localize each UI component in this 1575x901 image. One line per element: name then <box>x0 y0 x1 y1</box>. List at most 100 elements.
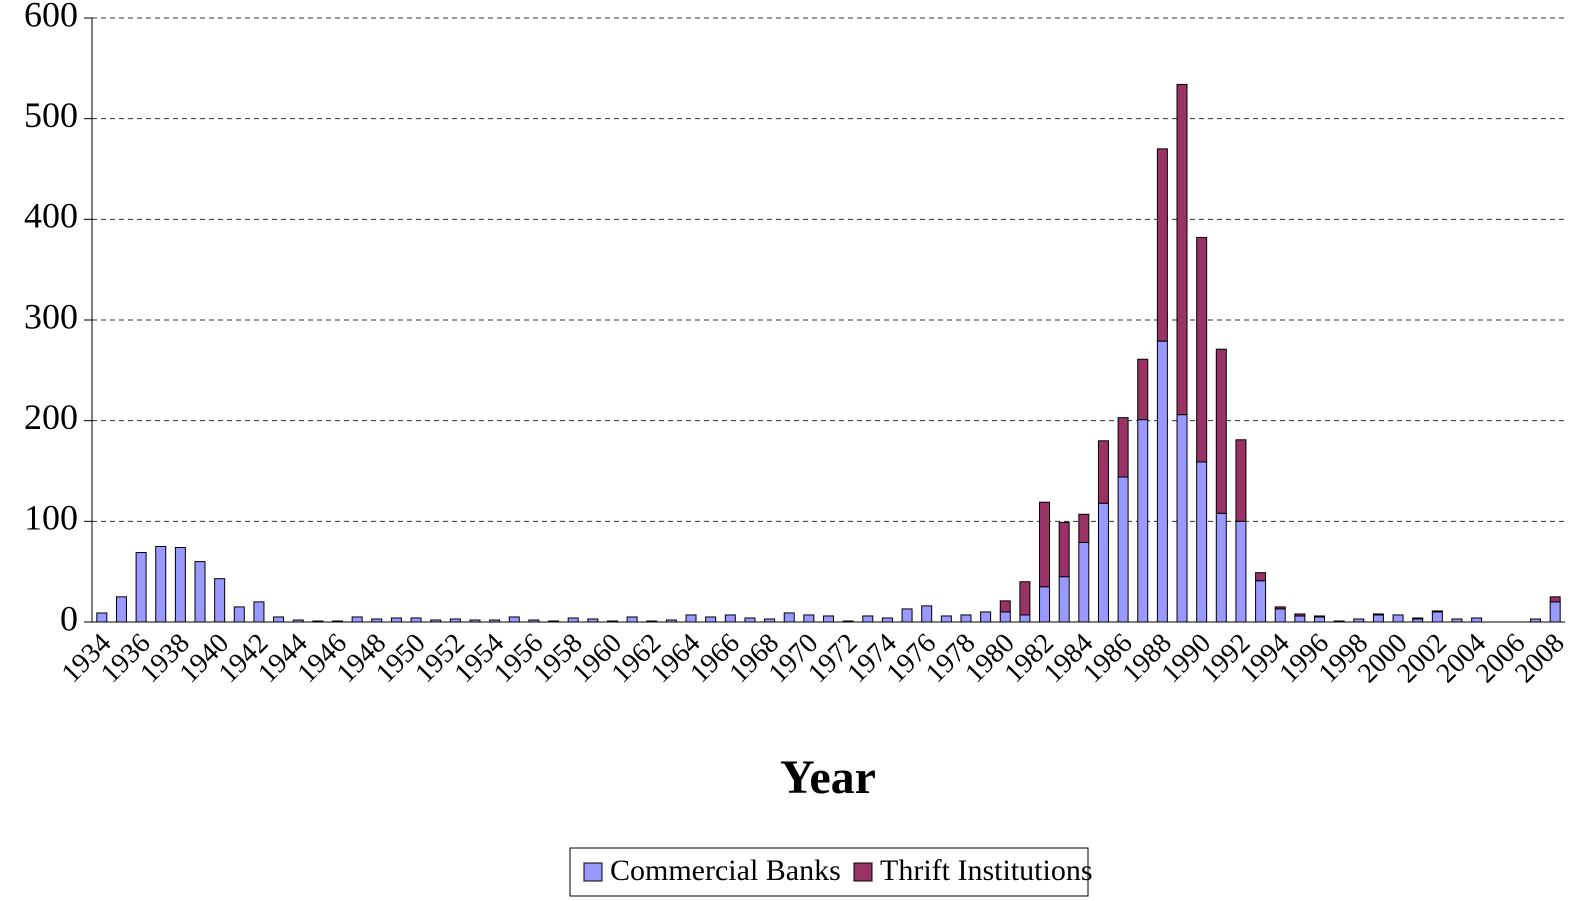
bar-segment <box>371 618 383 623</box>
bar-segment <box>332 620 343 623</box>
bar-segment <box>1176 414 1188 623</box>
bar-segment <box>1196 236 1208 463</box>
bar-segment <box>1039 586 1051 623</box>
bar-segment <box>1019 581 1031 616</box>
bar-segment <box>1137 358 1149 421</box>
bar-segment <box>233 606 245 623</box>
bar-segment <box>1471 617 1483 623</box>
legend-box <box>569 847 1089 897</box>
bar-segment <box>1039 501 1051 588</box>
bar-segment <box>194 561 206 623</box>
bar-segment <box>469 619 481 623</box>
bar-segment <box>1314 616 1325 623</box>
bar-segment <box>1156 340 1168 623</box>
bar-segment <box>1058 521 1070 578</box>
bar-segment <box>1078 541 1090 623</box>
bar-segment <box>803 614 815 623</box>
bar-segment <box>1372 613 1384 616</box>
bar-segment <box>96 612 108 623</box>
bar-segment <box>567 617 579 623</box>
bar-segment <box>999 600 1011 613</box>
y-tick-label: 600 <box>24 0 78 34</box>
y-tick-label: 0 <box>60 598 78 638</box>
bar-segment <box>587 618 599 623</box>
bar-segment <box>1019 614 1031 623</box>
bar-segment <box>1372 614 1384 623</box>
bar-segment <box>626 616 638 623</box>
y-tick-label: 200 <box>24 397 78 437</box>
bar-segment <box>685 614 697 623</box>
bar-segment <box>783 612 795 623</box>
bar-segment <box>390 617 402 623</box>
bar-segment <box>1156 148 1168 342</box>
bar-segment <box>155 546 167 623</box>
bar-segment <box>1549 596 1561 603</box>
bar-segment <box>489 619 501 623</box>
bar-segment <box>351 616 363 623</box>
bar-segment <box>1215 512 1227 623</box>
bar-segment <box>1451 618 1463 623</box>
bar-segment <box>410 617 422 623</box>
bar-segment <box>1549 601 1561 623</box>
y-tick-label: 300 <box>24 296 78 336</box>
bar-segment <box>1137 419 1149 623</box>
bar-segment <box>1196 461 1208 623</box>
bar-segment <box>273 616 285 623</box>
bar-segment <box>665 619 677 623</box>
bar-segment <box>901 608 913 623</box>
bar-segment <box>1058 576 1070 623</box>
bar-segment <box>1117 417 1129 478</box>
bar-segment <box>862 615 874 623</box>
y-tick-label: 500 <box>24 95 78 135</box>
bar-segment <box>1353 618 1365 623</box>
bar-segment <box>921 605 933 623</box>
legend-swatch <box>853 862 873 882</box>
bar-segment <box>1431 610 1443 613</box>
bar-segment <box>646 620 658 623</box>
bar-segment <box>1392 614 1404 623</box>
y-tick-label: 400 <box>24 196 78 236</box>
bar-segment <box>1078 513 1090 543</box>
bar-segment <box>980 611 992 623</box>
bar-segment <box>960 614 972 623</box>
bar-segment <box>881 617 893 623</box>
y-tick-label: 100 <box>24 498 78 538</box>
bar-segment <box>174 547 186 623</box>
legend: Commercial Banks Thrift Institutions <box>569 847 1093 897</box>
x-axis-title: Year <box>780 751 876 804</box>
bar-segment <box>764 618 776 623</box>
bar-segment <box>1412 617 1424 620</box>
bar-segment <box>1097 502 1109 623</box>
bar-segment <box>1431 611 1443 623</box>
bar-segment <box>1097 440 1109 504</box>
bar-segment <box>1274 608 1286 623</box>
bar-segment <box>1255 572 1267 582</box>
bar-segment <box>606 620 618 623</box>
legend-swatch <box>583 862 603 882</box>
bar-segment <box>1294 615 1306 623</box>
bar-segment <box>214 578 226 623</box>
legend-label: Commercial Banks <box>610 854 841 887</box>
bar-segment <box>724 614 736 623</box>
legend-label: Thrift Institutions <box>880 854 1093 887</box>
bar-segment <box>1117 476 1129 623</box>
bar-segment <box>135 552 147 623</box>
bar-segment <box>292 619 304 623</box>
bar-segment <box>115 596 127 623</box>
bar-segment <box>508 616 520 623</box>
bar-segment <box>1235 520 1247 623</box>
bar-segment <box>842 620 854 623</box>
bar-segment <box>1314 615 1325 618</box>
bar-segment <box>999 611 1011 623</box>
bar-segment <box>253 601 265 623</box>
bar-segment <box>705 616 717 623</box>
bar-segment <box>1530 618 1542 623</box>
bar-segment <box>823 615 834 623</box>
bar-segment <box>1235 439 1247 522</box>
bar-segment <box>1294 613 1306 617</box>
bar-segment <box>1255 580 1267 623</box>
bar-segment <box>430 619 442 623</box>
bar-segment <box>449 618 461 623</box>
bar-segment <box>528 619 540 623</box>
